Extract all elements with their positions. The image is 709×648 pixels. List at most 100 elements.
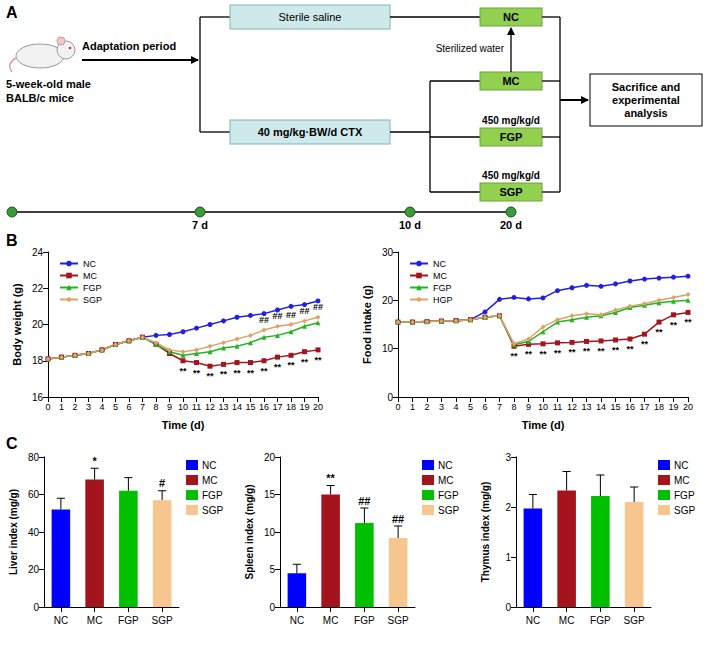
svg-text:**: ** (301, 357, 309, 367)
svg-text:A: A (6, 4, 18, 21)
svg-text:450 mg/kg/d: 450 mg/kg/d (482, 170, 540, 181)
svg-text:FGP: FGP (118, 615, 139, 626)
svg-text:Time (d): Time (d) (162, 419, 205, 431)
svg-text:##: ## (286, 310, 296, 320)
svg-text:2: 2 (72, 402, 77, 412)
svg-text:24: 24 (32, 247, 44, 258)
svg-text:SGP: SGP (674, 505, 695, 516)
svg-text:4: 4 (453, 402, 458, 412)
svg-text:**: ** (670, 320, 678, 330)
svg-text:NC: NC (674, 460, 688, 471)
svg-text:40: 40 (28, 527, 40, 538)
svg-text:6: 6 (482, 402, 487, 412)
svg-text:450 mg/kg/d: 450 mg/kg/d (482, 115, 540, 126)
svg-text:**: ** (641, 339, 649, 349)
svg-text:analysis: analysis (624, 107, 667, 119)
svg-text:2: 2 (505, 502, 511, 513)
svg-text:##: ## (272, 311, 282, 321)
svg-text:17: 17 (272, 402, 282, 412)
svg-text:**: ** (684, 317, 692, 327)
svg-text:FGP: FGP (438, 490, 459, 501)
svg-text:**: ** (554, 348, 562, 358)
svg-text:BALB/c mice: BALB/c mice (6, 92, 74, 104)
svg-text:MC: MC (87, 615, 103, 626)
svg-text:**: ** (583, 346, 591, 356)
svg-text:SGP: SGP (388, 615, 409, 626)
svg-text:MC: MC (83, 271, 97, 281)
svg-text:8: 8 (511, 402, 516, 412)
svg-text:MC: MC (559, 615, 575, 626)
svg-text:B: B (6, 232, 18, 249)
svg-text:FGP: FGP (354, 615, 375, 626)
svg-text:##: ## (299, 306, 309, 316)
svg-text:**: ** (260, 366, 268, 376)
svg-text:16: 16 (259, 402, 269, 412)
svg-text:1: 1 (410, 402, 415, 412)
svg-text:16: 16 (32, 392, 44, 403)
svg-text:19: 19 (668, 402, 678, 412)
svg-text:Food intake (g): Food intake (g) (361, 285, 373, 364)
svg-text:Sterilized water: Sterilized water (436, 43, 505, 54)
svg-text:**: ** (274, 362, 282, 372)
svg-text:NC: NC (290, 615, 304, 626)
svg-text:18: 18 (32, 355, 44, 366)
svg-text:**: ** (247, 368, 255, 378)
svg-text:17: 17 (639, 402, 649, 412)
svg-text:Time (d): Time (d) (522, 419, 565, 431)
svg-text:9: 9 (167, 402, 172, 412)
svg-text:60: 60 (28, 489, 40, 500)
svg-text:**: ** (597, 346, 605, 356)
svg-text:15: 15 (245, 402, 255, 412)
svg-text:MC: MC (202, 475, 218, 486)
svg-text:**: ** (539, 349, 547, 359)
svg-text:**: ** (233, 368, 241, 378)
svg-text:13: 13 (581, 402, 591, 412)
svg-text:18: 18 (286, 402, 296, 412)
svg-text:1: 1 (505, 552, 511, 563)
svg-text:C: C (6, 435, 18, 452)
svg-text:**: ** (287, 360, 295, 370)
svg-text:12: 12 (567, 402, 577, 412)
svg-text:*: * (92, 455, 97, 467)
svg-text:FGP: FGP (500, 131, 523, 143)
svg-text:13: 13 (218, 402, 228, 412)
svg-text:SGP: SGP (152, 615, 173, 626)
svg-text:SGP: SGP (202, 505, 223, 516)
svg-text:FGP: FGP (433, 283, 452, 293)
svg-text:SGP: SGP (438, 505, 459, 516)
svg-text:15: 15 (264, 489, 276, 500)
svg-text:Adaptation period: Adaptation period (82, 40, 176, 52)
svg-text:0: 0 (269, 602, 275, 613)
svg-text:**: ** (206, 371, 214, 381)
svg-text:5: 5 (468, 402, 473, 412)
svg-text:NC: NC (433, 259, 446, 269)
svg-text:**: ** (626, 344, 634, 354)
svg-text:2: 2 (424, 402, 429, 412)
svg-text:**: ** (612, 345, 620, 355)
svg-text:NC: NC (503, 11, 519, 23)
svg-text:Sterile saline: Sterile saline (279, 11, 342, 23)
svg-text:10: 10 (538, 402, 548, 412)
svg-text:18: 18 (654, 402, 664, 412)
svg-text:MC: MC (502, 75, 519, 87)
svg-text:22: 22 (32, 283, 44, 294)
svg-text:11: 11 (192, 402, 201, 412)
svg-text:80: 80 (28, 452, 40, 463)
svg-text:**: ** (220, 369, 228, 379)
svg-text:**: ** (179, 366, 187, 376)
svg-text:NC: NC (438, 460, 452, 471)
svg-text:5-week-old male: 5-week-old male (6, 78, 91, 90)
svg-text:NC: NC (202, 460, 216, 471)
svg-text:6: 6 (126, 402, 131, 412)
svg-text:FGP: FGP (83, 283, 102, 293)
svg-text:**: ** (568, 347, 576, 357)
svg-text:20: 20 (28, 564, 40, 575)
svg-text:15: 15 (610, 402, 620, 412)
svg-text:NC: NC (526, 615, 540, 626)
svg-text:5: 5 (269, 564, 275, 575)
svg-text:MC: MC (438, 475, 454, 486)
svg-text:MC: MC (674, 475, 690, 486)
svg-text:11: 11 (553, 402, 562, 412)
svg-text:MC: MC (433, 271, 447, 281)
svg-text:30: 30 (382, 247, 394, 258)
